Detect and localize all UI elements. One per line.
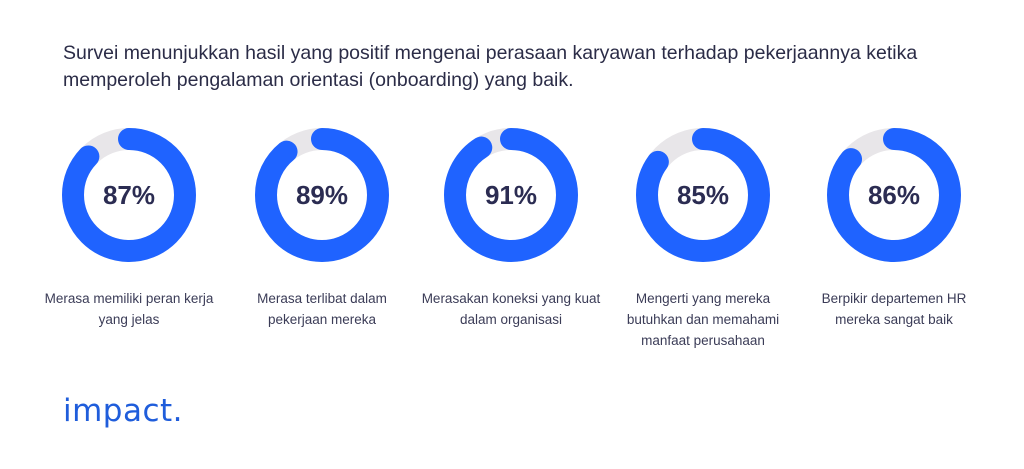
donut-value-label: 91%	[485, 180, 537, 210]
donut-item: 86% Berpikir departemen HR mereka sangat…	[794, 128, 994, 330]
donut-chart: 85%	[636, 128, 770, 262]
donut-value-label: 87%	[103, 180, 155, 210]
donut-caption: Merasakan koneksi yang kuat dalam organi…	[421, 291, 601, 327]
donut-caption: Merasa memiliki peran kerja yang jelas	[44, 291, 214, 327]
donut-item: 89% Merasa terlibat dalam pekerjaan mere…	[222, 128, 422, 330]
donut-caption: Mengerti yang mereka butuhkan dan memaha…	[626, 291, 780, 348]
donut-chart: 91%	[444, 128, 578, 262]
donut-arc	[636, 128, 770, 262]
page-headline: Survei menunjukkan hasil yang positif me…	[63, 42, 918, 91]
donut-chart: 89%	[255, 128, 389, 262]
donut-value-label: 86%	[868, 180, 920, 210]
donut-item: 91% Merasakan koneksi yang kuat dalam or…	[411, 128, 611, 330]
donut-item: 87% Merasa memiliki peran kerja yang jel…	[29, 128, 229, 330]
donut-value-label: 89%	[296, 180, 348, 210]
donut-value-label: 85%	[677, 180, 729, 210]
donut-arc	[827, 128, 961, 262]
impact-logo: impact.	[63, 393, 184, 429]
donut-chart-row: 87% Merasa memiliki peran kerja yang jel…	[0, 128, 1024, 368]
donut-arc	[62, 128, 196, 262]
donut-arc	[255, 128, 389, 262]
donut-caption: Berpikir departemen HR mereka sangat bai…	[821, 291, 967, 327]
donut-chart: 87%	[62, 128, 196, 262]
donut-caption: Merasa terlibat dalam pekerjaan mereka	[257, 291, 387, 327]
donut-chart: 86%	[827, 128, 961, 262]
donut-item: 85% Mengerti yang mereka butuhkan dan me…	[603, 128, 803, 351]
donut-arc	[444, 128, 578, 262]
